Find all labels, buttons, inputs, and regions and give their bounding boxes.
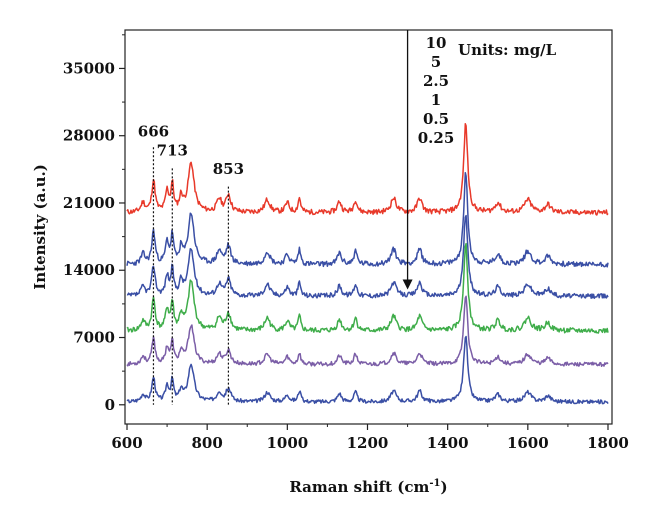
y-tick-label: 21000 <box>63 194 115 212</box>
x-tick-label: 1600 <box>507 434 549 452</box>
spectrum-line <box>126 122 609 216</box>
peak-marker-lines <box>152 147 230 405</box>
x-tick-label: 1200 <box>347 434 389 452</box>
spectrum-line <box>126 295 609 368</box>
y-axis-ticks: 0 7000 14000 21000 28000 35000 <box>63 34 125 414</box>
x-tick-label: 1400 <box>427 434 469 452</box>
y-tick-label: 0 <box>105 396 115 414</box>
y-tick-label: 28000 <box>63 127 115 145</box>
series-layer <box>126 122 609 405</box>
concentration-label: 10 <box>426 34 447 52</box>
y-tick-label: 7000 <box>73 329 115 347</box>
concentration-label: 0.25 <box>418 129 455 147</box>
spectrum-line <box>126 242 609 334</box>
y-tick-label: 14000 <box>63 261 115 279</box>
spectrum-line <box>126 171 609 268</box>
x-axis-ticks: 600 800 1000 1200 1400 1600 1800 <box>111 424 629 452</box>
peak-annotation-label: 666 <box>138 123 169 141</box>
concentration-label: 1 <box>431 91 441 109</box>
x-tick-label: 800 <box>192 434 223 452</box>
spectrum-line <box>126 214 609 299</box>
y-axis-title: Intensity (a.u.) <box>31 164 49 290</box>
x-tick-label: 1000 <box>266 434 308 452</box>
x-tick-label: 600 <box>111 434 142 452</box>
peak-annotation-label: 853 <box>213 160 244 178</box>
spectrum-line <box>126 335 609 405</box>
peak-annotation-label: 713 <box>157 142 188 160</box>
concentration-label: 5 <box>431 53 441 71</box>
units-label: Units: mg/L <box>458 41 557 59</box>
trend-arrow-head <box>402 279 413 290</box>
y-tick-label: 35000 <box>63 59 115 77</box>
x-tick-label: 1800 <box>587 434 629 452</box>
plot-frame <box>124 29 613 425</box>
x-axis-title: Raman shift (cm-1) <box>289 478 447 496</box>
concentration-label: 0.5 <box>423 110 449 128</box>
concentration-label: 2.5 <box>423 72 449 90</box>
